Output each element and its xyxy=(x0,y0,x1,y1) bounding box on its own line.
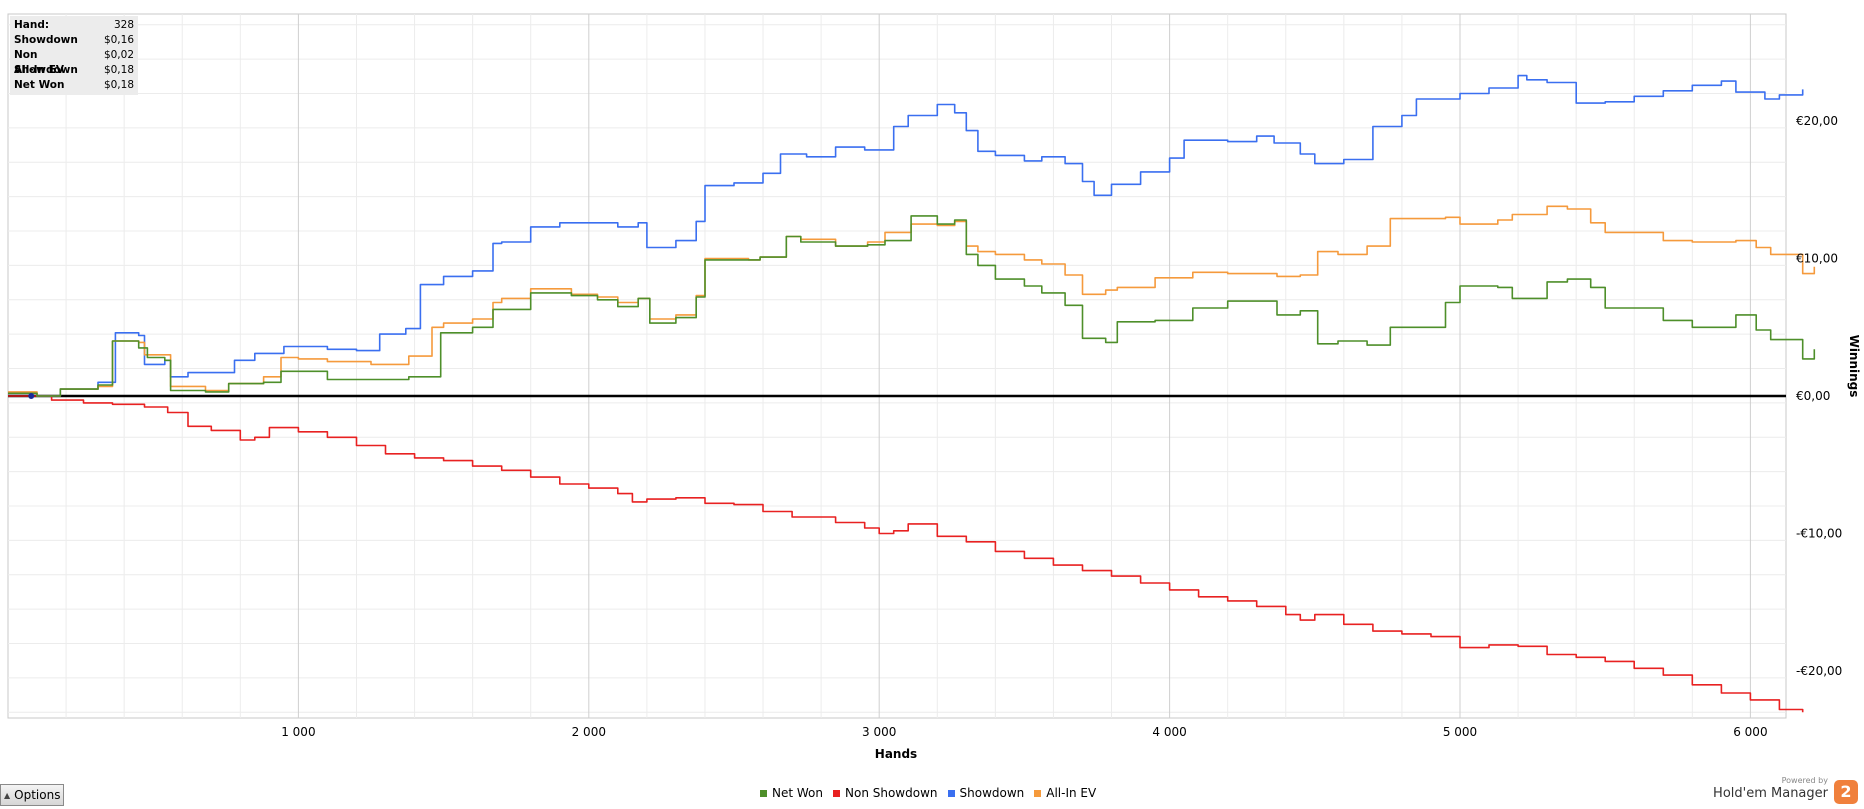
legend-label: Net Won xyxy=(772,786,823,800)
legend-label: All-In EV xyxy=(1046,786,1097,800)
options-button-label: Options xyxy=(14,788,61,802)
info-label: All-In EV xyxy=(14,64,65,76)
plot-area xyxy=(7,13,1787,719)
series-line-showdown xyxy=(8,74,1804,397)
info-value: $0,02 xyxy=(103,49,134,61)
legend-item-all-in-ev[interactable]: All-In EV xyxy=(1034,786,1096,800)
info-row-non-showdown: Non Showdown $0,02 xyxy=(14,48,134,76)
chart-grid xyxy=(7,13,1787,719)
legend-item-showdown[interactable]: Showdown xyxy=(947,786,1025,800)
legend-item-net-won[interactable]: Net Won xyxy=(760,786,823,800)
series-line-all-in-ev xyxy=(8,205,1816,397)
info-label: Net Won xyxy=(14,79,65,91)
x-tick-label: 5 000 xyxy=(1443,725,1477,739)
info-row-all-in-ev: All-In EV $0,18 xyxy=(14,63,134,78)
brand-name: Hold'em Manager xyxy=(1713,786,1828,801)
info-value: $0,16 xyxy=(103,34,134,46)
info-label: Hand: xyxy=(14,19,50,31)
legend-label: Showdown xyxy=(959,786,1025,800)
options-button[interactable]: ▲ Options xyxy=(0,784,64,806)
triangle-up-icon: ▲ xyxy=(4,790,11,800)
info-value: $0,18 xyxy=(103,64,134,76)
series-line-net-won xyxy=(8,215,1816,397)
legend-item-non-showdown[interactable]: Non Showdown xyxy=(833,786,938,800)
legend-swatch xyxy=(833,789,840,797)
y-axis-title: Winnings xyxy=(1847,335,1861,398)
info-row-showdown: Showdown $0,16 xyxy=(14,33,134,48)
legend-swatch xyxy=(1034,789,1042,797)
y-tick-label: €0,00 xyxy=(1796,389,1830,403)
y-tick-label: -€20,00 xyxy=(1796,664,1842,678)
x-axis-title: Hands xyxy=(875,747,917,761)
hm2-logo-icon: 2 xyxy=(1834,780,1858,804)
chart-ticks: 1 000 2 000 3 000 4 000 5 000 6 000 -€20,00 -€1… xyxy=(281,114,1842,739)
x-tick-label: 1 000 xyxy=(281,725,315,739)
brand-logo: Powered by Hold'em Manager 2 xyxy=(1713,776,1858,806)
x-tick-label: 2 000 xyxy=(572,725,606,739)
y-tick-label: €10,00 xyxy=(1796,252,1838,266)
legend-swatch xyxy=(947,789,955,797)
x-tick-label: 6 000 xyxy=(1733,725,1767,739)
info-row-hand: Hand: 328 xyxy=(14,18,134,33)
info-label: Non Showdown xyxy=(14,49,78,76)
legend-label: Non Showdown xyxy=(845,786,938,800)
info-label: Showdown xyxy=(14,34,78,46)
info-value: 328 xyxy=(113,19,134,31)
y-tick-label: €20,00 xyxy=(1796,114,1838,128)
x-tick-label: 3 000 xyxy=(862,725,896,739)
y-tick-label: -€10,00 xyxy=(1796,527,1842,541)
info-row-net-won: Net Won $0,18 xyxy=(14,78,134,93)
start-marker xyxy=(28,393,35,399)
legend-swatch xyxy=(760,789,767,797)
x-tick-label: 4 000 xyxy=(1152,725,1186,739)
info-value: $0,18 xyxy=(103,79,134,91)
powered-by-text: Powered by xyxy=(1781,776,1828,785)
series-line-non-showdown xyxy=(8,395,1804,713)
chart-legend: Net Won Non Showdown Showdown All-In EV xyxy=(760,786,1096,800)
chart-series xyxy=(8,74,1816,713)
hand-info-box: Hand: 328 Showdown $0,16 Non Showdown $0… xyxy=(10,16,138,95)
